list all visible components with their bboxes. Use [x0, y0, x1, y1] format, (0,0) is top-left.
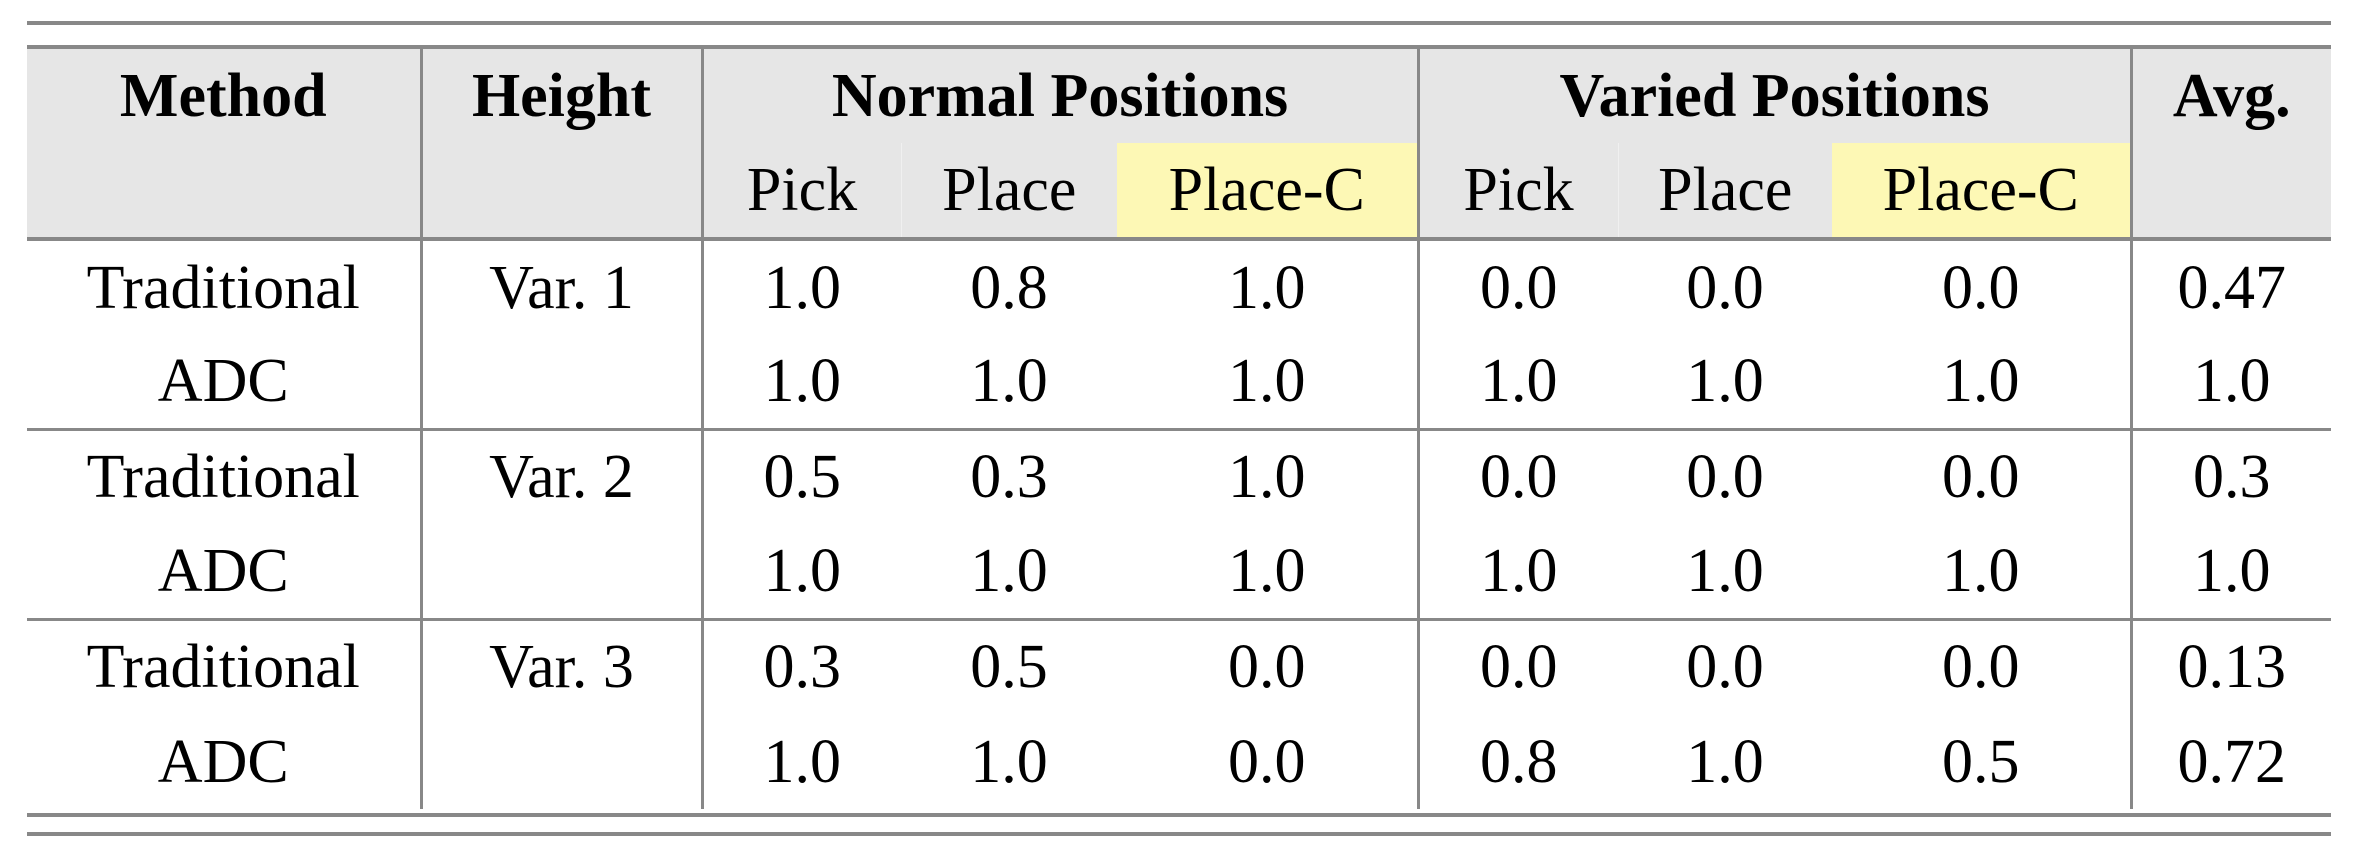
normal-place-c-cell: 1.0	[1117, 334, 1420, 429]
normal-place-c-cell: 0.0	[1117, 619, 1420, 714]
avg-cell: 1.0	[2193, 346, 2271, 415]
normal-place-cell: 0.3	[970, 443, 1048, 512]
varied-pick-cell: 1.0	[1480, 536, 1558, 605]
subheader-normal-place: Place	[900, 143, 1117, 239]
header-avg-blank	[2131, 143, 2332, 239]
height-cell: Var. 3	[421, 619, 704, 714]
bottom-rule-1	[27, 813, 2331, 817]
varied-place-cell: 0.0	[1686, 443, 1764, 512]
normal-place-cell: 1.0	[970, 536, 1048, 605]
subheader-normal-pick: Pick	[702, 143, 901, 239]
normal-pick-cell: 1.0	[763, 727, 842, 796]
varied-pick-cell: 0.0	[1480, 443, 1558, 512]
varied-place-cell: 0.0	[1686, 253, 1764, 322]
normal-place-cell: 0.8	[970, 253, 1048, 322]
normal-pick-cell: 0.3	[763, 633, 842, 702]
header-normal-positions: Normal Positions	[702, 47, 1420, 143]
bottom-rule-2	[27, 832, 2331, 836]
header-method: Method	[27, 47, 423, 143]
subheader-varied-place: Place	[1617, 143, 1832, 239]
subheader-varied-pick: Pick	[1418, 143, 1618, 239]
table-row: Traditional Var. 1 1.0 0.8 1.0 0.0 0.0 0.0 0.47	[27, 239, 2331, 334]
table-row: ADC 1.0 1.0 1.0 1.0 1.0 1.0 1.0	[27, 334, 2331, 429]
varied-pick-cell: 1.0	[1480, 346, 1558, 415]
varied-place-c-cell: 0.0	[1832, 429, 2133, 524]
table-row: Traditional Var. 2 0.5 0.3 1.0 0.0 0.0 0.0 0.3	[27, 429, 2332, 524]
avg-cell: 0.47	[2177, 253, 2287, 322]
avg-cell: 0.13	[2177, 633, 2287, 702]
varied-pick-cell: 0.0	[1480, 253, 1558, 322]
varied-place-c-cell: 1.0	[1832, 334, 2133, 429]
varied-place-c-cell: 1.0	[1832, 524, 2133, 619]
varied-pick-cell: 0.8	[1480, 727, 1558, 796]
normal-place-c-cell: 1.0	[1117, 524, 1420, 619]
method-cell: ADC	[27, 334, 423, 429]
varied-place-c-cell: 0.0	[1832, 239, 2133, 334]
varied-place-cell: 1.0	[1686, 727, 1764, 796]
varied-place-c-cell: 0.5	[1832, 714, 2133, 809]
height-cell	[421, 714, 704, 809]
method-cell: Traditional	[27, 239, 423, 334]
normal-place-cell: 1.0	[970, 727, 1048, 796]
subheader-normal-place-c: Place-C	[1117, 143, 1420, 239]
varied-place-cell: 1.0	[1686, 536, 1764, 605]
normal-place-c-cell: 1.0	[1117, 239, 1420, 334]
height-cell: Var. 1	[421, 239, 704, 334]
results-table: Method Height Normal Positions Varied Po…	[27, 45, 2332, 809]
header-avg: Avg.	[2131, 47, 2332, 143]
top-rule	[27, 21, 2331, 25]
normal-place-cell: 0.5	[970, 633, 1048, 702]
method-cell: Traditional	[27, 619, 423, 714]
height-cell	[421, 524, 704, 619]
normal-pick-cell: 0.5	[763, 443, 842, 512]
avg-cell: 1.0	[2193, 536, 2271, 605]
header-height-blank	[421, 143, 704, 239]
varied-pick-cell: 0.0	[1480, 633, 1558, 702]
header-method-blank	[27, 143, 423, 239]
header-height: Height	[421, 47, 704, 143]
normal-pick-cell: 1.0	[763, 346, 842, 415]
method-cell: Traditional	[27, 429, 423, 524]
normal-pick-cell: 1.0	[763, 253, 842, 322]
table-row: ADC 1.0 1.0 0.0 0.8 1.0 0.5 0.72	[27, 714, 2331, 809]
table-row: ADC 1.0 1.0 1.0 1.0 1.0 1.0 1.0	[27, 524, 2331, 619]
height-cell	[421, 334, 704, 429]
method-cell: ADC	[27, 714, 423, 809]
varied-place-cell: 1.0	[1686, 346, 1764, 415]
avg-cell: 0.3	[2193, 443, 2271, 512]
normal-pick-cell: 1.0	[763, 536, 842, 605]
avg-cell: 0.72	[2177, 727, 2287, 796]
header-varied-positions: Varied Positions	[1418, 47, 2133, 143]
subheader-varied-place-c: Place-C	[1832, 143, 2133, 239]
table-row: Traditional Var. 3 0.3 0.5 0.0 0.0 0.0 0.0 0.13	[27, 619, 2332, 714]
varied-place-cell: 0.0	[1686, 633, 1764, 702]
method-cell: ADC	[27, 524, 423, 619]
varied-place-c-cell: 0.0	[1832, 619, 2133, 714]
normal-place-cell: 1.0	[970, 346, 1048, 415]
normal-place-c-cell: 1.0	[1117, 429, 1420, 524]
normal-place-c-cell: 0.0	[1117, 714, 1420, 809]
height-cell: Var. 2	[421, 429, 704, 524]
